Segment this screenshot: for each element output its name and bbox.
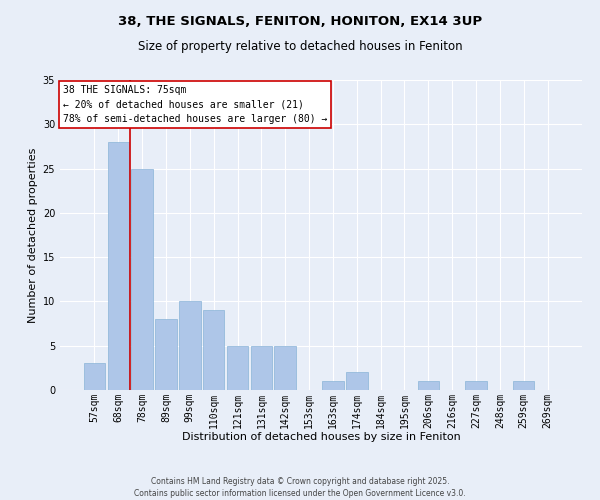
X-axis label: Distribution of detached houses by size in Feniton: Distribution of detached houses by size … — [182, 432, 460, 442]
Bar — [203, 310, 224, 390]
Text: Size of property relative to detached houses in Feniton: Size of property relative to detached ho… — [137, 40, 463, 53]
Bar — [84, 364, 105, 390]
Bar — [227, 346, 248, 390]
Bar — [155, 319, 177, 390]
Bar — [131, 168, 153, 390]
Text: Contains HM Land Registry data © Crown copyright and database right 2025.
Contai: Contains HM Land Registry data © Crown c… — [134, 476, 466, 498]
Bar — [322, 381, 344, 390]
Bar — [179, 302, 200, 390]
Y-axis label: Number of detached properties: Number of detached properties — [28, 148, 38, 322]
Text: 38 THE SIGNALS: 75sqm
← 20% of detached houses are smaller (21)
78% of semi-deta: 38 THE SIGNALS: 75sqm ← 20% of detached … — [62, 84, 327, 124]
Bar — [465, 381, 487, 390]
Text: 38, THE SIGNALS, FENITON, HONITON, EX14 3UP: 38, THE SIGNALS, FENITON, HONITON, EX14 … — [118, 15, 482, 28]
Bar — [513, 381, 535, 390]
Bar — [346, 372, 368, 390]
Bar — [274, 346, 296, 390]
Bar — [418, 381, 439, 390]
Bar — [251, 346, 272, 390]
Bar — [107, 142, 129, 390]
